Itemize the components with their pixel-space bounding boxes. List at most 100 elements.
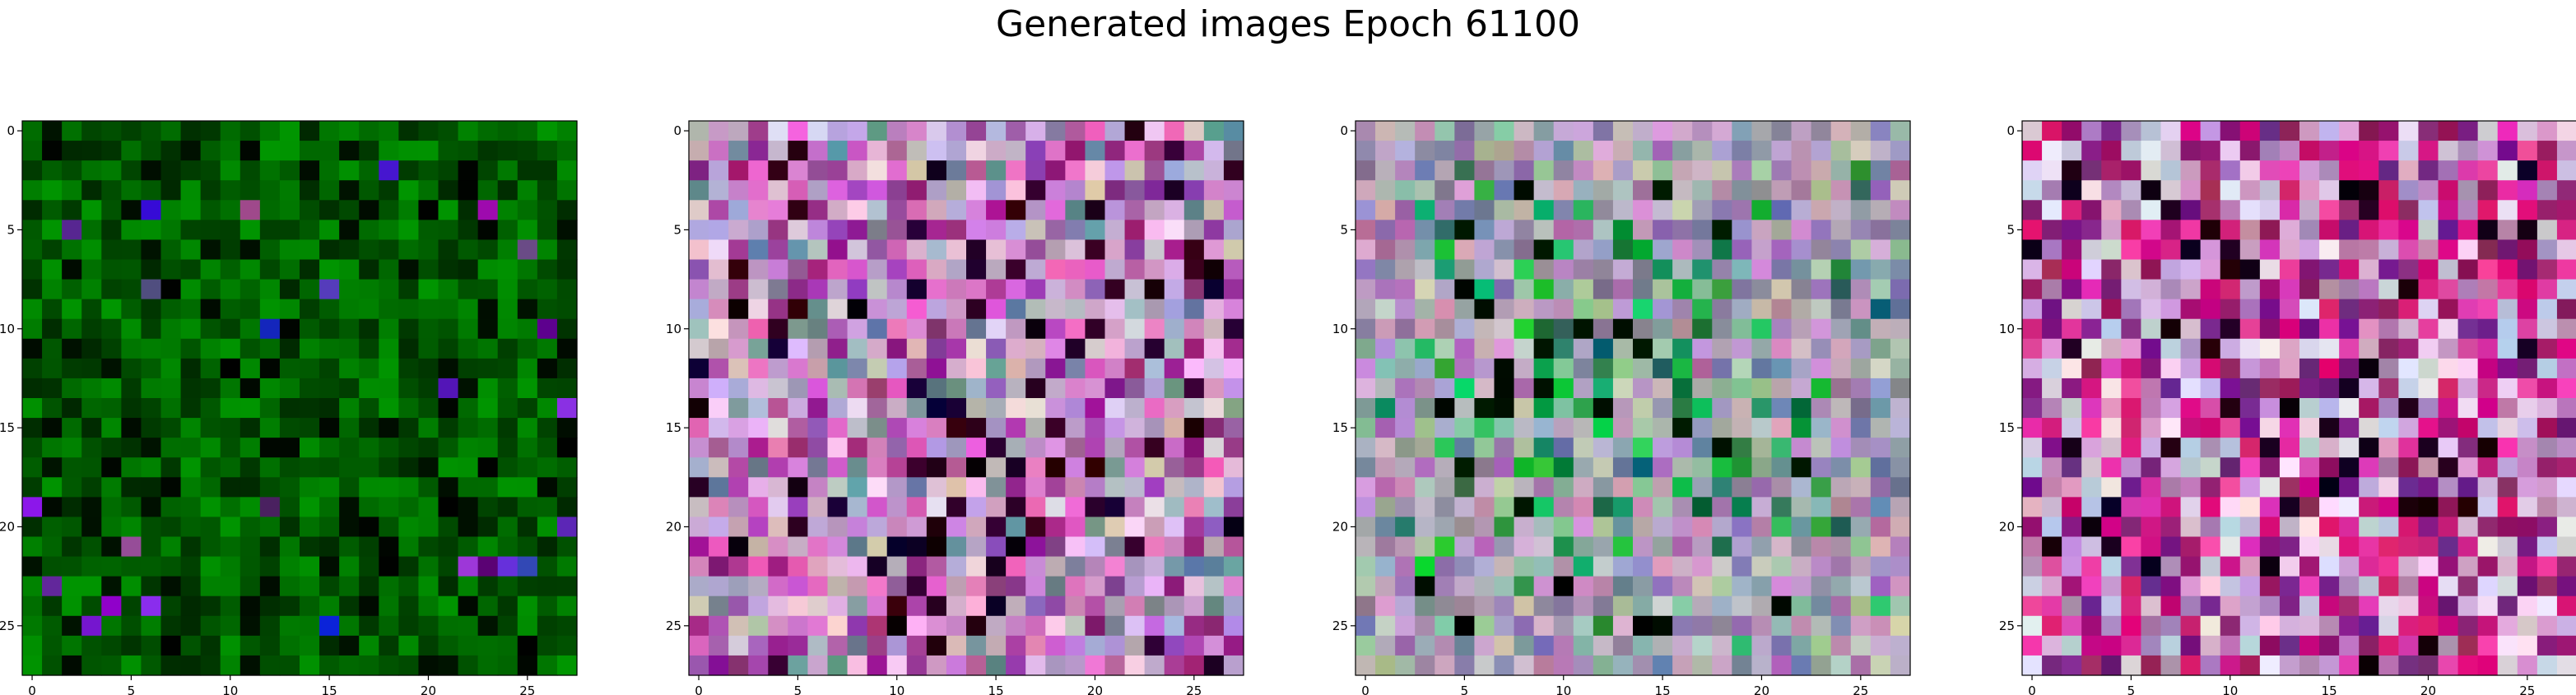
- pixel-cell: [827, 141, 849, 161]
- pixel-cell: [2477, 358, 2499, 379]
- pixel-cell: [1890, 180, 1911, 201]
- pixel-cell: [886, 497, 908, 518]
- pixel-cell: [1025, 338, 1046, 359]
- pixel-cell: [1791, 200, 1812, 220]
- pixel-cell: [788, 220, 809, 241]
- pixel-cell: [2180, 576, 2202, 597]
- pixel-cell: [1533, 378, 1555, 399]
- pixel-cell: [1355, 299, 1376, 320]
- pixel-cell: [1553, 220, 1574, 241]
- pixel-cell: [1085, 358, 1106, 379]
- pixel-cell: [1533, 398, 1555, 419]
- pixel-cell: [2378, 160, 2399, 181]
- pixel-cell: [101, 141, 122, 161]
- pixel-cell: [121, 635, 142, 656]
- pixel-cell: [180, 497, 202, 518]
- pixel-cell: [748, 536, 769, 558]
- pixel-cell: [22, 438, 43, 458]
- pixel-cell: [81, 418, 102, 438]
- pixel-cell: [2081, 358, 2102, 379]
- pixel-cell: [906, 299, 928, 320]
- pixel-cell: [1065, 457, 1086, 478]
- pixel-cell: [2438, 595, 2459, 617]
- pixel-cell: [2180, 517, 2202, 538]
- pixel-cell: [42, 279, 63, 300]
- pixel-cell: [2101, 358, 2122, 379]
- pixel-cell: [497, 576, 518, 597]
- pixel-cell: [1653, 398, 1673, 419]
- pixel-cell: [1653, 318, 1673, 340]
- pixel-cell: [1104, 438, 1126, 458]
- pixel-cell: [2359, 497, 2379, 518]
- pixel-cell: [141, 239, 162, 261]
- pixel-cell: [1494, 358, 1515, 379]
- pixel-cell: [1045, 358, 1066, 379]
- pixel-cell: [517, 517, 538, 538]
- pixel-cell: [2319, 655, 2340, 676]
- pixel-cell: [946, 180, 967, 201]
- pixel-cell: [2180, 121, 2202, 141]
- pixel-cell: [556, 595, 578, 617]
- pixel-cell: [141, 517, 162, 538]
- pixel-cell: [2259, 477, 2281, 498]
- pixel-cell: [1791, 536, 1812, 558]
- pixel-cell: [1144, 358, 1165, 379]
- pixel-cell: [1006, 180, 1026, 201]
- pixel-cell: [42, 160, 63, 181]
- pixel-cell: [279, 497, 300, 518]
- x-tick-label: 10: [889, 683, 904, 695]
- pixel-cell: [2457, 160, 2479, 181]
- pixel-cell: [2378, 299, 2399, 320]
- pixel-cell: [1494, 121, 1515, 141]
- pixel-cell: [160, 239, 182, 261]
- pixel-cell: [926, 220, 947, 241]
- pixel-cell: [1850, 595, 1872, 617]
- pixel-cell: [2239, 180, 2261, 201]
- pixel-cell: [886, 279, 908, 300]
- pixel-cell: [1751, 576, 1773, 597]
- pixel-cell: [141, 259, 162, 280]
- pixel-cell: [2200, 239, 2221, 261]
- pixel-cell: [418, 160, 439, 181]
- pixel-cell: [966, 477, 987, 498]
- pixel-cell: [2141, 121, 2162, 141]
- pixel-cell: [1732, 517, 1753, 538]
- pixel-cell: [1850, 517, 1872, 538]
- pixel-cell: [1104, 200, 1126, 220]
- pixel-cell: [1751, 318, 1773, 340]
- pixel-cell: [2536, 556, 2558, 577]
- pixel-cell: [2299, 595, 2320, 617]
- pixel-cell: [1203, 438, 1225, 458]
- pixel-cell: [906, 121, 928, 141]
- pixel-cell: [926, 299, 947, 320]
- pixel-cell: [1454, 418, 1476, 438]
- pixel-cell: [2180, 556, 2202, 577]
- pixel-cell: [1672, 200, 1693, 220]
- pixel-cell: [1751, 279, 1773, 300]
- pixel-cell: [2319, 517, 2340, 538]
- pixel-cell: [709, 338, 729, 359]
- pixel-cell: [768, 160, 788, 181]
- pixel-cell: [926, 576, 947, 597]
- pixel-cell: [339, 378, 360, 399]
- pixel-cell: [497, 220, 518, 241]
- pixel-cell: [1104, 160, 1126, 181]
- pixel-cell: [279, 556, 300, 577]
- pixel-cell: [1203, 141, 1225, 161]
- pixel-cell: [1692, 239, 1713, 261]
- pixel-cell: [2279, 299, 2300, 320]
- pixel-cell: [867, 358, 888, 379]
- x-tick-label: 0: [28, 683, 36, 695]
- pixel-cell: [1573, 457, 1594, 478]
- pixel-cell: [1434, 398, 1455, 419]
- pixel-cell: [1164, 556, 1185, 577]
- pixel-cell: [1811, 398, 1832, 419]
- pixel-cell: [2121, 595, 2142, 617]
- pixel-cell: [1791, 358, 1812, 379]
- pixel-cell: [2319, 259, 2340, 280]
- pixel-cell: [517, 378, 538, 399]
- pixel-cell: [2121, 279, 2142, 300]
- pixel-cell: [2200, 418, 2221, 438]
- pixel-cell: [1355, 338, 1376, 359]
